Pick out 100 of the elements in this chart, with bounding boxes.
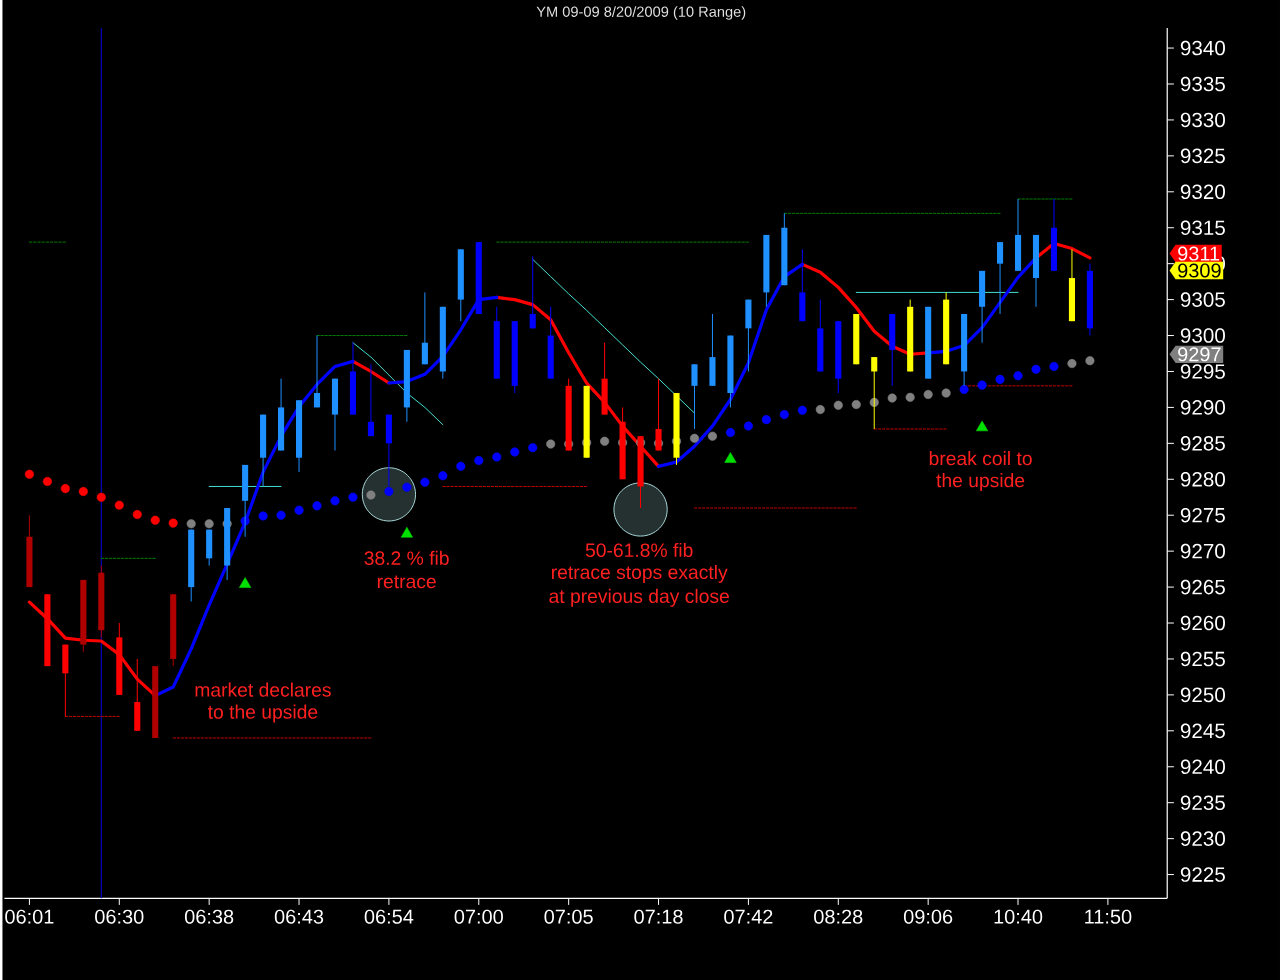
point xyxy=(761,415,771,425)
point xyxy=(96,492,106,502)
point xyxy=(204,519,214,529)
y-tick-label: 9245 xyxy=(1180,723,1225,739)
y-tick-label: 9260 xyxy=(1180,615,1225,631)
y-tick-label: 9230 xyxy=(1180,831,1225,846)
x-tick-label: 07:18 xyxy=(634,909,683,924)
point xyxy=(42,476,52,486)
annotation: 38.2 % fib xyxy=(364,550,449,565)
point xyxy=(366,490,376,500)
point xyxy=(941,388,951,398)
point xyxy=(24,469,34,479)
point xyxy=(132,509,142,519)
point xyxy=(923,389,933,399)
point xyxy=(689,433,700,443)
point xyxy=(1031,364,1041,374)
candlestick xyxy=(421,291,428,365)
x-tick-label: 11:50 xyxy=(1085,909,1132,924)
point xyxy=(905,392,915,402)
point xyxy=(330,496,340,506)
point xyxy=(456,461,466,471)
point xyxy=(348,492,358,502)
point xyxy=(420,477,430,487)
point xyxy=(114,500,124,510)
point xyxy=(724,452,737,463)
text: 9309 xyxy=(1178,263,1221,278)
line-series xyxy=(352,342,444,426)
y-tick-label: 9225 xyxy=(1180,867,1225,882)
point xyxy=(977,380,987,390)
y-tick-label: 9330 xyxy=(1180,112,1225,128)
point xyxy=(1067,358,1077,369)
point xyxy=(384,486,394,496)
y-tick-label: 9275 xyxy=(1180,507,1225,523)
y-tick-label: 9290 xyxy=(1180,400,1225,415)
chart-title: YM 09-09 8/20/2009 (10 Range) xyxy=(536,6,746,20)
point xyxy=(959,384,969,394)
point xyxy=(528,443,538,453)
annotation: break coil to xyxy=(929,450,1032,466)
y-tick-label: 9335 xyxy=(1180,76,1225,92)
y-tick-label: 9235 xyxy=(1180,795,1225,810)
line-series xyxy=(532,258,695,414)
annotation: market declares xyxy=(195,682,331,697)
y-tick-label: 9285 xyxy=(1180,435,1225,451)
point xyxy=(276,510,286,520)
point xyxy=(400,526,413,538)
candlestick xyxy=(871,356,878,430)
x-tick-label: 06:54 xyxy=(364,909,414,924)
point xyxy=(600,436,610,446)
x-tick-label: 08:28 xyxy=(814,909,863,924)
point xyxy=(60,484,70,494)
point xyxy=(887,393,897,403)
y-tick-label: 9305 xyxy=(1180,292,1225,307)
y-tick-label: 9270 xyxy=(1180,543,1225,559)
annotation: the upside xyxy=(936,473,1025,492)
point xyxy=(168,518,178,528)
point xyxy=(78,486,88,496)
point xyxy=(438,471,448,481)
point xyxy=(258,511,268,521)
point xyxy=(492,452,502,462)
x-tick-label: 10:40 xyxy=(994,909,1043,924)
point xyxy=(546,439,556,449)
candlestick xyxy=(529,255,536,329)
text: 9311 xyxy=(1178,246,1220,261)
point xyxy=(1013,371,1023,381)
point xyxy=(833,400,843,410)
candlestick xyxy=(313,334,321,408)
y-tick-label: 9320 xyxy=(1180,184,1225,200)
point xyxy=(510,447,520,457)
point xyxy=(312,501,322,511)
annotation: 50-61.8% fib xyxy=(585,542,693,557)
candlestick xyxy=(691,363,698,430)
x-tick-label: 06:43 xyxy=(274,909,324,924)
text: 9297 xyxy=(1178,347,1221,362)
y-tick-label: 9250 xyxy=(1180,687,1225,703)
point xyxy=(797,405,807,415)
point xyxy=(294,505,304,515)
point xyxy=(239,577,252,588)
x-tick-label: 07:00 xyxy=(454,909,503,924)
point xyxy=(186,519,196,529)
x-tick-label: 07:42 xyxy=(724,909,773,924)
point xyxy=(995,374,1005,384)
point xyxy=(743,421,753,431)
point xyxy=(1049,361,1059,371)
annotation: at previous day close xyxy=(549,588,729,607)
candlestick xyxy=(997,241,1004,315)
point xyxy=(725,427,735,438)
point xyxy=(707,431,717,441)
x-tick-label: 06:01 xyxy=(5,909,54,924)
y-tick-label: 9315 xyxy=(1180,220,1225,235)
point xyxy=(976,420,989,432)
x-tick-label: 07:05 xyxy=(544,909,593,924)
y-tick-label: 9295 xyxy=(1180,364,1225,379)
point xyxy=(779,410,789,420)
y-tick-label: 9340 xyxy=(1180,40,1225,56)
annotation: retrace stops exactly xyxy=(551,564,728,583)
point xyxy=(1085,356,1095,366)
y-tick-label: 9280 xyxy=(1180,471,1225,487)
y-tick-label: 9325 xyxy=(1180,148,1225,164)
x-tick-label: 06:30 xyxy=(95,909,144,924)
candlestick xyxy=(367,363,374,437)
